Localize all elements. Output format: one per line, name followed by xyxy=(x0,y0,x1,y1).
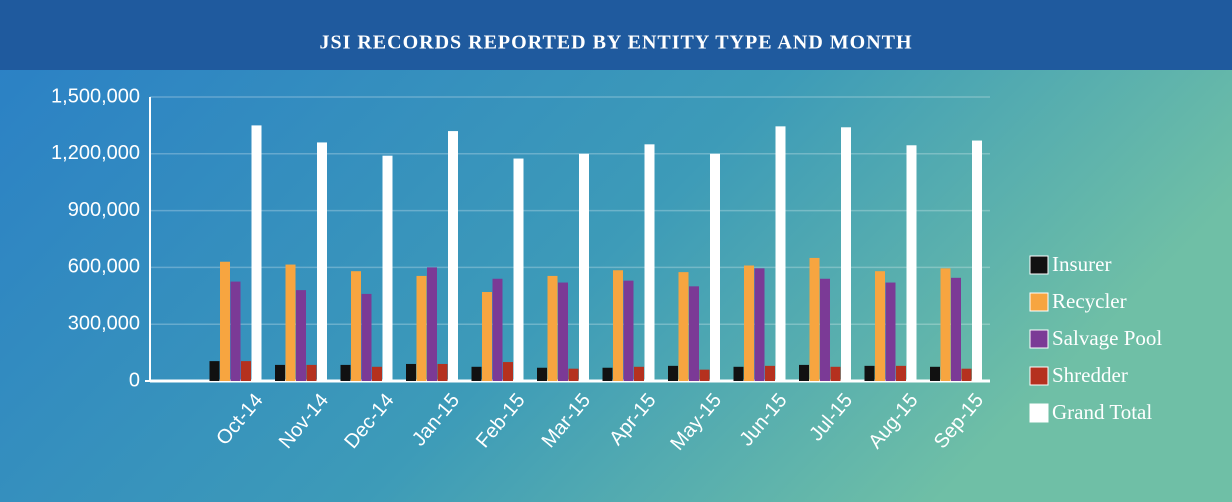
bar xyxy=(830,366,841,381)
bar xyxy=(448,131,458,381)
bar xyxy=(492,278,503,381)
bar xyxy=(416,275,427,381)
bar xyxy=(471,366,482,381)
bar xyxy=(275,364,285,381)
chart-title: JSI RECORDS REPORTED BY ENTITY TYPE AND … xyxy=(319,32,912,54)
bar xyxy=(568,368,579,381)
legend-label: Shredder xyxy=(1052,363,1128,387)
bar xyxy=(251,125,262,382)
bar xyxy=(547,275,558,381)
bar xyxy=(885,282,896,381)
y-tick-label: 1,500,000 xyxy=(51,85,140,107)
y-tick-label: 900,000 xyxy=(68,199,140,221)
bar xyxy=(427,267,437,381)
bar xyxy=(482,292,492,381)
bar xyxy=(220,261,230,381)
bar xyxy=(678,272,689,381)
bar xyxy=(765,365,775,381)
bar xyxy=(317,142,327,381)
bar xyxy=(513,158,524,381)
bar xyxy=(382,155,393,381)
bar xyxy=(875,271,885,381)
bar xyxy=(689,286,699,381)
bar xyxy=(613,270,623,381)
legend-swatch xyxy=(1029,255,1049,275)
bar xyxy=(961,368,972,381)
bar xyxy=(537,367,547,381)
y-tick-label: 1,200,000 xyxy=(51,142,140,164)
bar xyxy=(340,364,351,381)
y-tick-label: 300,000 xyxy=(68,312,140,334)
bar xyxy=(372,366,382,381)
bar xyxy=(775,126,786,381)
bar xyxy=(940,268,951,381)
bar xyxy=(361,293,372,381)
bar xyxy=(602,367,613,381)
bar xyxy=(558,282,568,381)
legend-label: Salvage Pool xyxy=(1052,326,1162,350)
y-tick-label: 600,000 xyxy=(68,256,140,278)
bar xyxy=(285,264,296,381)
legend-label: Insurer xyxy=(1052,252,1111,276)
bar xyxy=(634,366,644,381)
bar xyxy=(437,363,448,381)
bar xyxy=(799,364,809,381)
bar xyxy=(906,145,917,381)
bar xyxy=(699,369,710,381)
bar xyxy=(864,365,875,381)
bar xyxy=(644,144,655,381)
bar xyxy=(241,361,251,381)
bar xyxy=(754,268,765,381)
bar xyxy=(503,362,513,381)
legend-label: Recycler xyxy=(1052,289,1127,313)
bar xyxy=(668,365,678,381)
y-tick-label: 0 xyxy=(129,369,140,391)
bar xyxy=(951,277,961,381)
title-bar xyxy=(0,0,1232,70)
bar xyxy=(972,140,982,381)
legend-swatch xyxy=(1029,329,1049,349)
legend-swatch xyxy=(1029,292,1049,312)
bar xyxy=(809,257,820,381)
bar xyxy=(820,278,830,381)
bar xyxy=(209,361,220,381)
bar xyxy=(306,364,317,381)
bar xyxy=(710,153,720,381)
bar xyxy=(744,265,754,381)
bar xyxy=(930,366,940,381)
bar xyxy=(230,281,241,381)
bar xyxy=(841,127,851,381)
bar xyxy=(733,366,744,381)
legend-swatch xyxy=(1029,403,1049,423)
legend-swatch xyxy=(1029,366,1049,386)
bar xyxy=(623,280,634,381)
bar xyxy=(896,365,906,381)
bar xyxy=(406,363,416,381)
legend-label: Grand Total xyxy=(1052,400,1152,424)
bar xyxy=(351,271,361,381)
bar xyxy=(579,153,589,381)
bar xyxy=(296,290,306,381)
